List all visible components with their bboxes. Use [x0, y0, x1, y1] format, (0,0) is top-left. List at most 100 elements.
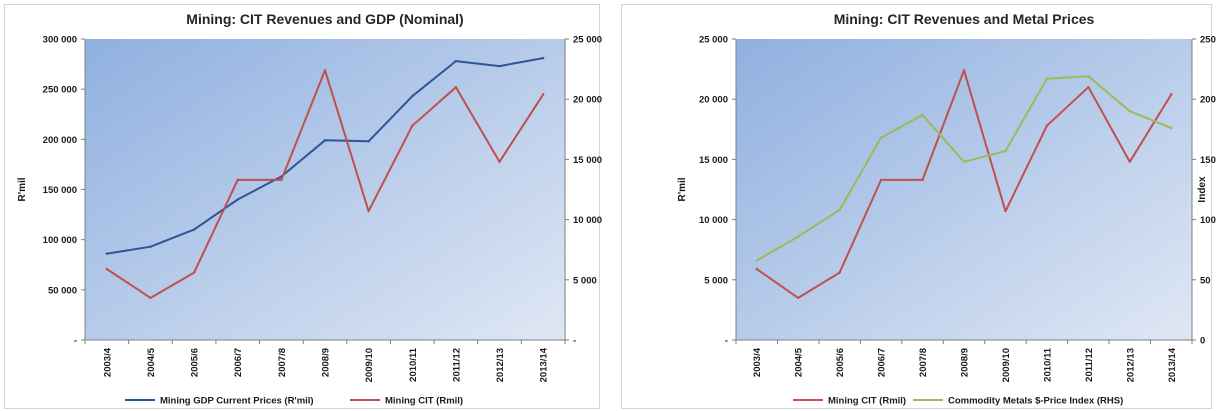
y-tick-label: 15 000: [699, 155, 728, 166]
y-tick-label: 20 000: [699, 95, 728, 106]
x-tick-label: 2012/13: [495, 348, 506, 382]
data-point: [879, 178, 883, 182]
chart-title: Mining: CIT Revenues and Metal Prices: [834, 11, 1095, 27]
y-tick-label: 150 000: [43, 185, 77, 196]
data-point: [755, 267, 758, 271]
y-tick-label: 10 000: [699, 215, 728, 226]
y2-tick-label: 10 000: [573, 215, 602, 226]
data-point: [192, 228, 196, 231]
x-tick-label: 2013/14: [539, 347, 550, 382]
chart-panel-metal-prices: Mining: CIT Revenues and Metal Prices - 5 …: [617, 0, 1216, 411]
data-point: [105, 252, 109, 255]
data-point: [921, 178, 924, 182]
legend-label: Commodity Metals $-Price Index (RHS): [948, 396, 1123, 407]
y-tick-label: 300 000: [43, 35, 77, 46]
data-point: [1045, 77, 1049, 80]
x-tick-label: 2009/10: [1001, 348, 1012, 382]
data-point: [796, 235, 800, 238]
y2-tick-label: 0: [1200, 336, 1205, 347]
y-tick-label: 5 000: [704, 275, 728, 286]
data-point: [879, 136, 883, 139]
data-point: [1128, 160, 1132, 164]
legend-label: Mining CIT (Rmil): [828, 396, 906, 407]
x-tick-label: 2003/4: [752, 347, 763, 377]
x-tick-label: 2005/6: [835, 348, 846, 377]
y2-axis-title: Index: [1197, 176, 1208, 203]
y2-tick-label: 25 000: [573, 35, 602, 46]
x-tick-label: 2007/8: [918, 348, 929, 377]
y-tick-label: 25 000: [699, 35, 728, 46]
y2-tick-label: 250: [1200, 35, 1216, 46]
y2-tick-label: 50: [1200, 275, 1211, 286]
data-point: [1170, 93, 1173, 96]
y-tick-label: 200 000: [43, 135, 77, 146]
x-tick-label: 2011/12: [1084, 348, 1095, 382]
y2-tick-label: 150: [1200, 155, 1216, 166]
data-point: [498, 64, 501, 68]
x-tick-label: 2008/9: [321, 348, 332, 377]
data-point: [149, 245, 152, 248]
data-point: [367, 209, 370, 213]
x-tick-label: 2013/14: [1167, 347, 1178, 382]
y-tick-label: -: [74, 336, 77, 347]
chart-frame: [621, 4, 1212, 409]
data-point: [236, 198, 239, 201]
x-tick-label: 2004/5: [146, 347, 157, 377]
data-point: [454, 85, 458, 89]
y-tick-label: 100 000: [43, 235, 77, 246]
data-point: [367, 140, 370, 143]
data-point: [454, 59, 458, 63]
data-point: [149, 296, 152, 300]
x-tick-label: 2004/5: [794, 347, 805, 377]
data-point: [838, 208, 841, 212]
x-tick-label: 2003/4: [102, 347, 113, 377]
x-tick-label: 2010/11: [1042, 347, 1053, 382]
x-tick-label: 2005/6: [190, 348, 201, 377]
y-axis-title: R'mil: [17, 177, 28, 201]
chart-title: Mining: CIT Revenues and GDP (Nominal): [186, 11, 463, 27]
y2-tick-label: 5 000: [573, 275, 597, 286]
data-point: [541, 93, 545, 96]
x-tick-label: 2008/9: [960, 348, 971, 377]
y2-tick-label: 20 000: [573, 95, 602, 106]
legend-label: Mining CIT (Rmil): [385, 396, 463, 407]
data-point: [1128, 110, 1132, 113]
data-point: [411, 94, 414, 98]
x-tick-label: 2009/10: [364, 348, 375, 382]
data-point: [1087, 75, 1090, 78]
data-point: [323, 69, 327, 72]
data-point: [236, 178, 239, 182]
data-point: [962, 160, 966, 164]
data-point: [498, 160, 501, 164]
data-point: [1087, 85, 1090, 89]
x-tick-label: 2007/8: [277, 348, 288, 377]
chart-metal-prices-svg: Mining: CIT Revenues and Metal Prices - 5 …: [677, 11, 1216, 407]
data-point: [105, 267, 109, 271]
data-point: [1004, 209, 1007, 213]
data-point: [921, 113, 924, 117]
data-point: [962, 69, 966, 72]
y2-tick-label: 15 000: [573, 155, 602, 166]
y-axis-title: R'mil: [677, 177, 688, 201]
data-point: [838, 271, 841, 274]
x-tick-label: 2010/11: [408, 347, 419, 382]
data-point: [192, 271, 196, 274]
y2-tick-label: -: [573, 336, 576, 347]
data-point: [541, 56, 545, 60]
data-point: [755, 259, 758, 262]
y-tick-label: 50 000: [48, 285, 77, 296]
x-tick-label: 2012/13: [1125, 348, 1136, 382]
data-point: [411, 124, 414, 127]
data-point: [1170, 126, 1173, 130]
y-tick-label: 250 000: [43, 85, 77, 96]
data-point: [796, 296, 800, 300]
legend-label: Mining GDP Current Prices (R'mil): [160, 396, 314, 407]
y2-tick-label: 200: [1200, 95, 1216, 106]
data-point: [1045, 124, 1049, 127]
data-point: [280, 178, 283, 182]
y2-tick-label: 100: [1200, 215, 1216, 226]
chart-gdp-svg: Mining: CIT Revenues and GDP (Nominal) - 5…: [17, 11, 602, 407]
data-point: [1004, 149, 1007, 153]
chart-frame: [4, 4, 600, 409]
chart-panel-gdp: Mining: CIT Revenues and GDP (Nominal) - 5…: [0, 0, 604, 411]
